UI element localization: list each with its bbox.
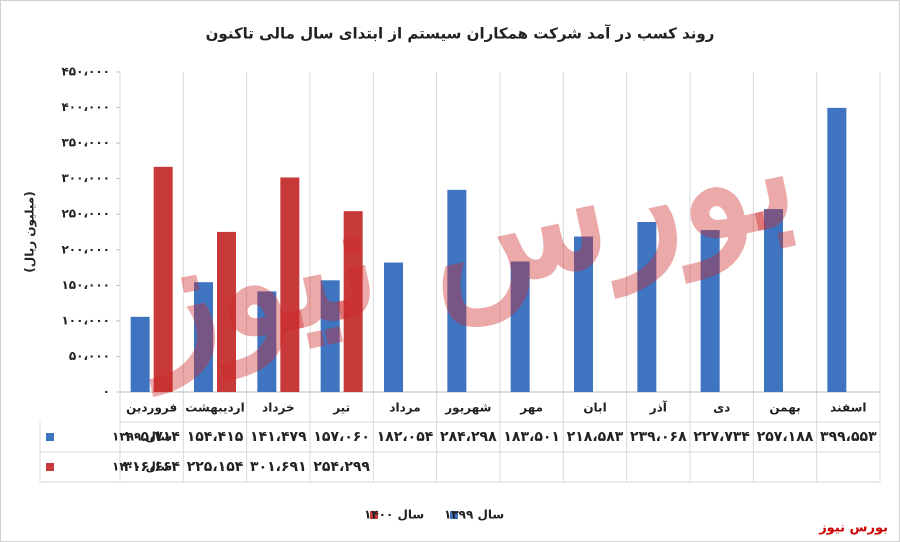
table-key <box>46 433 54 441</box>
bar <box>343 211 363 392</box>
table-value: ۱۴۱،۴۷۹ <box>250 429 307 445</box>
legend-key <box>370 511 378 519</box>
x-tick-label: تیر <box>332 401 350 415</box>
legend-key <box>450 511 458 519</box>
table-value: ۲۳۹،۰۶۸ <box>630 429 687 445</box>
table-value: ۱۰۵،۷۱۴ <box>123 429 180 445</box>
x-tick-label: شهریور <box>444 401 491 416</box>
y-tick-label: ۰ <box>103 385 110 399</box>
bar <box>447 189 467 392</box>
table-key <box>46 463 54 471</box>
bar <box>764 209 783 392</box>
x-tick-label: خرداد <box>262 401 295 415</box>
table-series-name: سال ۱۴۰۰ <box>112 460 172 474</box>
bar <box>700 230 720 392</box>
bar <box>257 291 277 392</box>
table-value: ۲۵۷،۱۸۸ <box>757 429 814 445</box>
bar <box>217 231 236 392</box>
x-tick-label: اسفند <box>830 401 866 415</box>
y-tick-label: ۳۵۰،۰۰۰ <box>61 136 110 150</box>
x-tick-label: مهر <box>519 401 543 415</box>
y-tick-label: ۱۵۰،۰۰۰ <box>61 278 110 292</box>
table-value: ۲۵۴،۲۹۹ <box>313 459 370 475</box>
table-value: ۱۵۴،۴۱۵ <box>187 429 244 445</box>
y-tick-label: ۲۰۰،۰۰۰ <box>61 242 110 256</box>
table-value: ۳۹۹،۵۵۳ <box>820 429 877 445</box>
y-tick-label: ۴۰۰،۰۰۰ <box>61 100 110 114</box>
x-tick-label: مرداد <box>389 401 420 415</box>
table-value: ۳۰۱،۶۹۱ <box>250 459 307 475</box>
bar <box>574 236 593 392</box>
legend-label: سال ۱۴۰۰ <box>364 508 424 522</box>
y-tick-label: ۵۰،۰۰۰ <box>69 349 110 363</box>
bar <box>280 177 300 392</box>
y-tick-label: ۱۰۰،۰۰۰ <box>61 313 110 327</box>
bar <box>153 166 173 392</box>
chart-title: روند کسب در آمد شرکت همکاران سیستم از اب… <box>206 25 715 43</box>
legend-label: سال ۱۳۹۹ <box>444 508 504 522</box>
bar <box>130 316 150 392</box>
x-tick-label: اردیبهشت <box>185 401 244 415</box>
table-value: ۲۲۵،۱۵۴ <box>187 459 244 475</box>
y-axis-label: (میلیون ریال) <box>23 191 38 272</box>
table-value: ۱۵۷،۰۶۰ <box>313 429 370 445</box>
table-value: ۱۸۲،۰۵۴ <box>377 429 434 445</box>
y-tick-label: ۴۵۰،۰۰۰ <box>61 65 110 79</box>
y-tick-label: ۳۰۰،۰۰۰ <box>61 171 110 185</box>
table-value: ۱۸۳،۵۰۱ <box>503 429 560 445</box>
bar <box>384 262 403 392</box>
bar <box>827 107 847 393</box>
x-tick-label: ابان <box>583 401 606 415</box>
bar <box>320 280 340 392</box>
table-value: ۲۸۴،۲۹۸ <box>440 429 497 445</box>
bar <box>194 282 213 392</box>
table-value: ۲۲۷،۷۳۴ <box>693 429 750 445</box>
bar <box>637 221 657 392</box>
y-tick-label: ۲۵۰،۰۰۰ <box>61 207 110 221</box>
table-series-name: سال ۱۳۹۹ <box>112 430 172 444</box>
x-tick-label: فروردین <box>126 401 177 416</box>
table-value: ۲۱۸،۵۸۳ <box>567 429 624 445</box>
bar <box>510 261 530 392</box>
table-value: ۳۱۶،۶۶۴ <box>123 459 180 475</box>
x-tick-label: دی <box>713 401 730 415</box>
source: بورس نیوز <box>818 521 888 536</box>
x-tick-label: آذر <box>649 400 668 415</box>
x-tick-label: بهمن <box>769 401 800 415</box>
